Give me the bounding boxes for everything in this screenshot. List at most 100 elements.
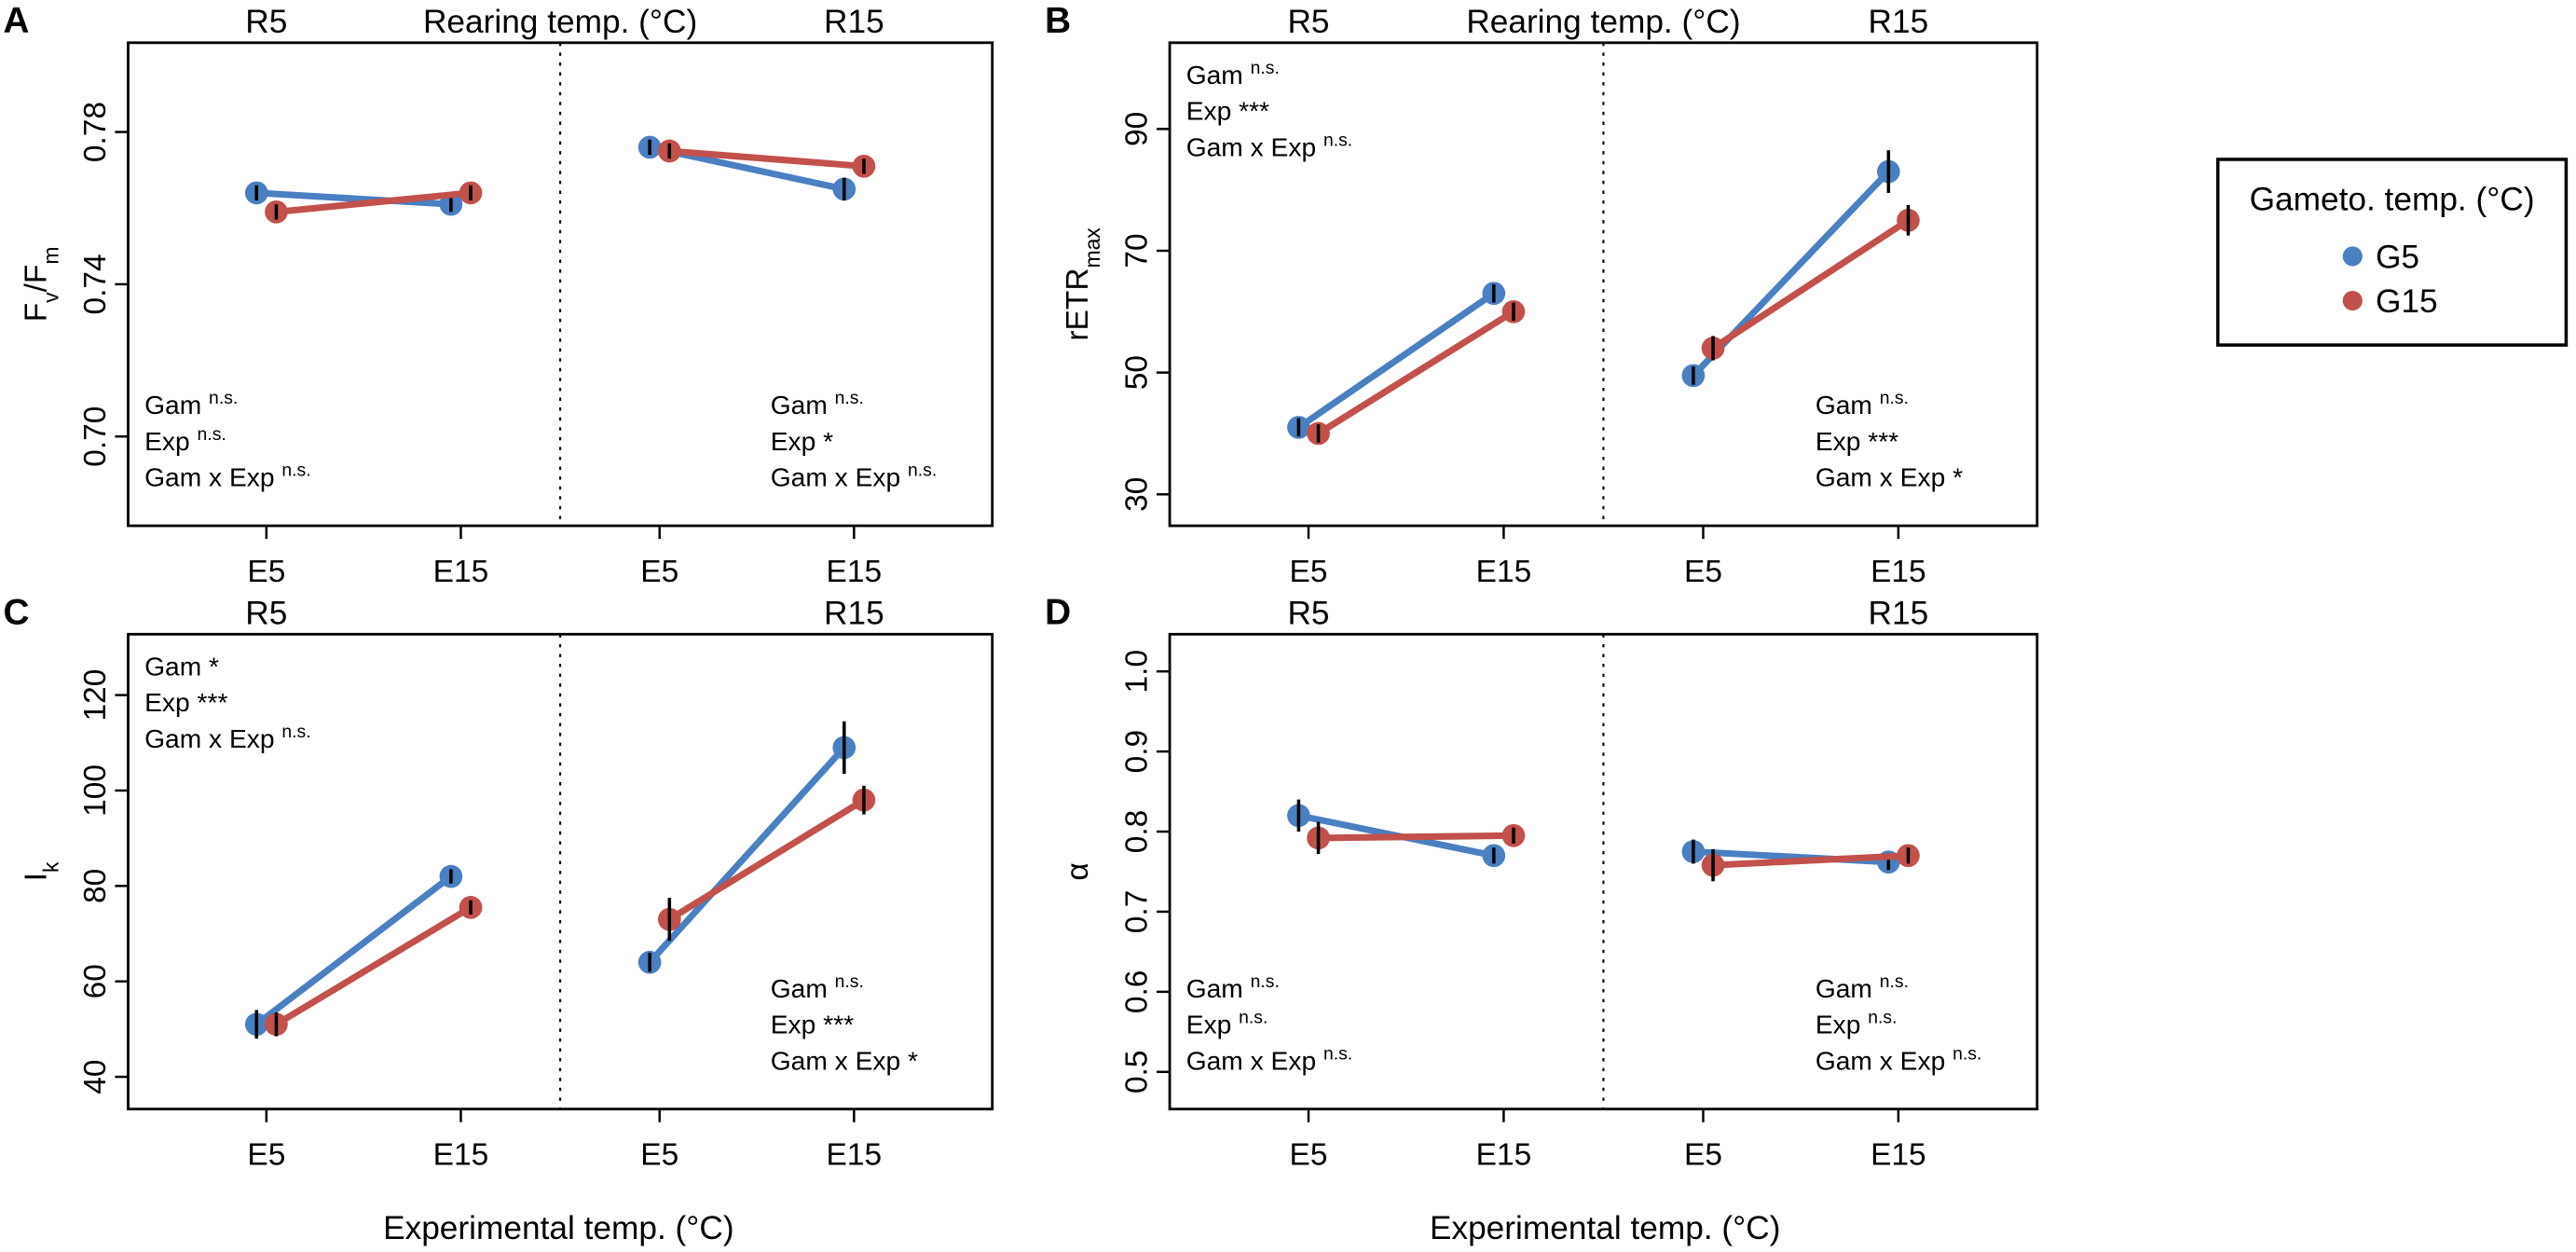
x-tick-label: E15 [1476, 555, 1532, 589]
panel-letter: D [1045, 593, 1071, 633]
legend-title: Gameto. temp. (°C) [2250, 182, 2535, 218]
plot-frame [1168, 41, 2039, 528]
series-line-g15 [1711, 217, 1911, 351]
x-tick-label: E5 [640, 1138, 678, 1173]
stat-line: Gam n.s. [1816, 971, 1909, 1003]
panel-c: C R5 R15 40 60 80 100 120 Ik E5 E15 E5 E15 Gam * Exp *… [4, 593, 994, 1173]
y-tick-label: 30 [1119, 477, 1154, 512]
strip-label-left: R5 [1287, 4, 1329, 40]
x-tick-label: E5 [247, 1138, 285, 1173]
stat-line: Gam x Exp * [1816, 462, 1963, 492]
stat-line: Gam x Exp n.s. [1186, 130, 1352, 161]
series-line-g5 [256, 189, 452, 208]
x-tick-label: E15 [1476, 1138, 1532, 1173]
stat-line: Gam x Exp n.s. [1186, 1043, 1352, 1075]
stat-line: Exp *** [1186, 96, 1269, 126]
x-tick-label: E5 [247, 555, 285, 589]
panel-a: A R5 R15 Rearing temp. (°C) 0.70 0.74 0.78 Fv/F… [4, 1, 994, 589]
x-tick-label: E5 [1684, 1138, 1722, 1173]
stat-line: Gam n.s. [144, 388, 238, 420]
y-axis-title: rETRmax [1061, 227, 1104, 341]
series-line-g15 [667, 797, 866, 923]
strip-label-center: Rearing temp. (°C) [1466, 4, 1740, 40]
stat-line: Gam n.s. [1186, 58, 1280, 89]
series-line-g15 [276, 189, 472, 215]
y-tick-label: 0.78 [78, 102, 113, 162]
x-axis-title-left: Experimental temp. (°C) [383, 1210, 734, 1246]
legend-box [2215, 158, 2569, 347]
stat-line: Gam x Exp n.s. [144, 461, 310, 492]
y-tick-label: 70 [1119, 233, 1154, 268]
y-tick-label: 60 [78, 964, 113, 998]
y-axis-title: α [1061, 862, 1095, 880]
stat-line: Gam x Exp n.s. [144, 722, 310, 753]
x-tick-label: E15 [827, 1138, 883, 1173]
panels: A R5 R15 Rearing temp. (°C) 0.70 0.74 0.78 Fv/F… [4, 1, 2039, 1173]
stat-line: Exp n.s. [144, 424, 226, 456]
y-tick-label: 80 [78, 869, 113, 903]
stat-line: Exp * [771, 426, 833, 456]
legend-marker-g15 [2342, 290, 2363, 311]
series-line-g15 [1318, 832, 1514, 842]
y-tick-label: 0.7 [1119, 890, 1154, 934]
x-tick-label: E5 [1684, 555, 1722, 589]
stat-line: Exp n.s. [1816, 1008, 1898, 1039]
strip-label-right: R15 [824, 596, 884, 632]
stat-line: Exp *** [1816, 426, 1898, 456]
stat-line: Gam n.s. [1816, 388, 1909, 420]
legend-marker-g5 [2342, 246, 2363, 267]
panel-letter: B [1045, 1, 1071, 41]
stat-line: Gam n.s. [771, 388, 864, 420]
plot-frame [127, 41, 994, 528]
series-line-g15 [669, 147, 865, 170]
x-tick-label: E15 [433, 1138, 489, 1173]
strip-label-right: R15 [1869, 596, 1929, 632]
legend: Gameto. temp. (°C) G5 G15 [2215, 158, 2569, 347]
stat-line: Gam * [144, 651, 219, 681]
series-line-g5 [254, 874, 454, 1027]
series-line-g5 [647, 745, 847, 965]
y-tick-label: 0.9 [1119, 730, 1154, 774]
x-tick-label: E15 [433, 555, 489, 589]
series-line-g5 [1296, 290, 1496, 431]
y-tick-label: 0.6 [1119, 970, 1154, 1014]
y-tick-label: 0.70 [78, 406, 113, 467]
y-tick-label: 120 [78, 669, 113, 722]
stat-line: Gam x Exp n.s. [771, 461, 937, 492]
x-tick-label: E15 [827, 555, 883, 589]
y-tick-label: 40 [78, 1059, 113, 1094]
legend-label-g15: G15 [2376, 283, 2438, 320]
y-tick-label: 0.5 [1119, 1051, 1154, 1094]
strip-label-right: R15 [824, 4, 884, 40]
stat-line: Gam n.s. [1186, 971, 1280, 1003]
y-axis-title: Ik [19, 861, 62, 881]
strip-label-left: R5 [1287, 596, 1329, 632]
x-tick-label: E15 [1870, 555, 1926, 589]
y-tick-label: 100 [78, 764, 113, 817]
legend-label-g5: G5 [2376, 239, 2419, 275]
strip-label-left: R5 [245, 596, 287, 632]
series-line-g15 [1712, 852, 1909, 869]
strip-label-left: R5 [245, 4, 287, 40]
panel-letter: C [4, 593, 30, 633]
y-axis-title: Fv/Fm [19, 247, 62, 323]
x-tick-label: E5 [1290, 555, 1328, 589]
y-tick-label: 0.74 [78, 254, 113, 314]
y-tick-label: 90 [1119, 112, 1154, 146]
y-tick-label: 1.0 [1119, 650, 1154, 694]
stat-line: Exp *** [771, 1010, 854, 1039]
stat-line: Gam n.s. [771, 971, 864, 1003]
x-tick-label: E15 [1870, 1138, 1926, 1173]
stat-line: Gam x Exp n.s. [1816, 1043, 1981, 1075]
series-line-g15 [274, 904, 473, 1027]
stat-line: Exp *** [144, 687, 227, 717]
x-tick-label: E5 [1290, 1138, 1328, 1173]
x-tick-label: E5 [640, 555, 678, 589]
strip-label-center: Rearing temp. (°C) [423, 4, 697, 40]
panel-letter: A [4, 1, 30, 41]
y-tick-label: 50 [1119, 355, 1154, 390]
x-axis-title-right: Experimental temp. (°C) [1430, 1210, 1781, 1246]
stat-line: Gam x Exp * [771, 1045, 918, 1075]
strip-label-right: R15 [1869, 4, 1929, 40]
